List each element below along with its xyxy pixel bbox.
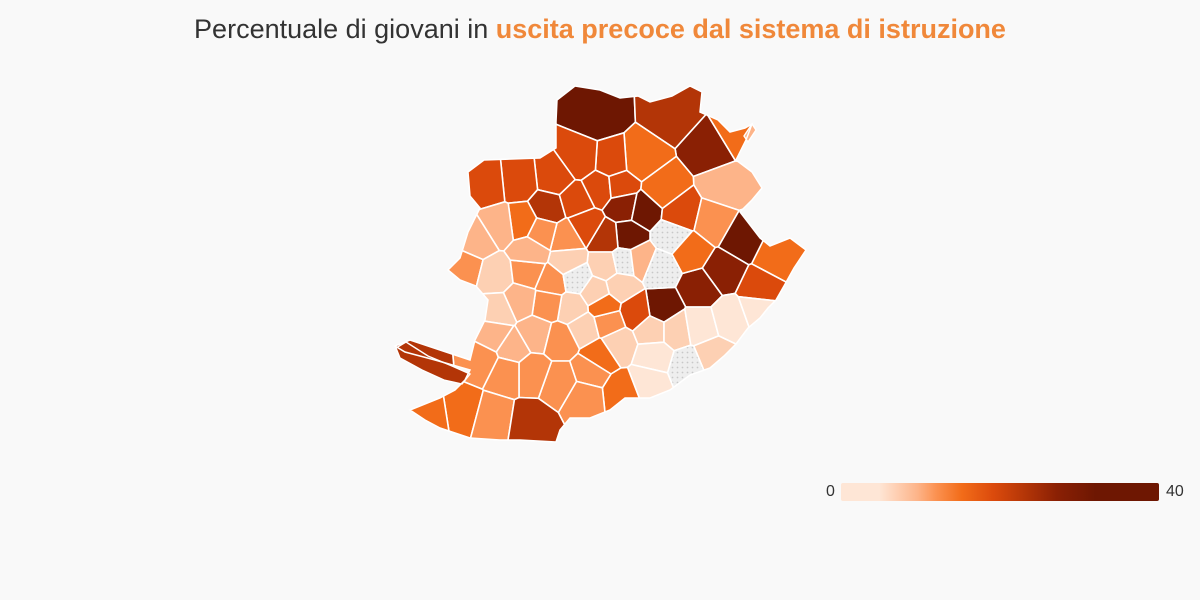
- map-area[interactable]: [587, 292, 622, 318]
- legend-min-label: 0: [826, 483, 835, 500]
- title-highlight: uscita precoce dal sistema di istruzione: [495, 14, 1006, 44]
- title-prefix: Percentuale di giovani in: [194, 14, 489, 44]
- map-area[interactable]: [594, 132, 628, 178]
- map-area[interactable]: [495, 396, 612, 515]
- map-title: Percentuale di giovani in uscita precoce…: [0, 14, 1200, 45]
- map-area[interactable]: [507, 25, 637, 142]
- map-area[interactable]: [737, 295, 848, 399]
- legend-color-ramp: [841, 483, 1159, 501]
- map-area[interactable]: [374, 212, 484, 318]
- map-area[interactable]: [447, 291, 518, 327]
- map-area[interactable]: [340, 387, 459, 506]
- map-area[interactable]: [626, 363, 709, 472]
- map-area[interactable]: [502, 235, 552, 265]
- map-area[interactable]: [692, 335, 803, 446]
- legend-max-label: 40: [1166, 483, 1184, 500]
- map-area[interactable]: [397, 94, 506, 212]
- map-area[interactable]: [546, 247, 590, 276]
- map-area[interactable]: [335, 274, 456, 401]
- color-legend: 0 40: [826, 482, 1186, 502]
